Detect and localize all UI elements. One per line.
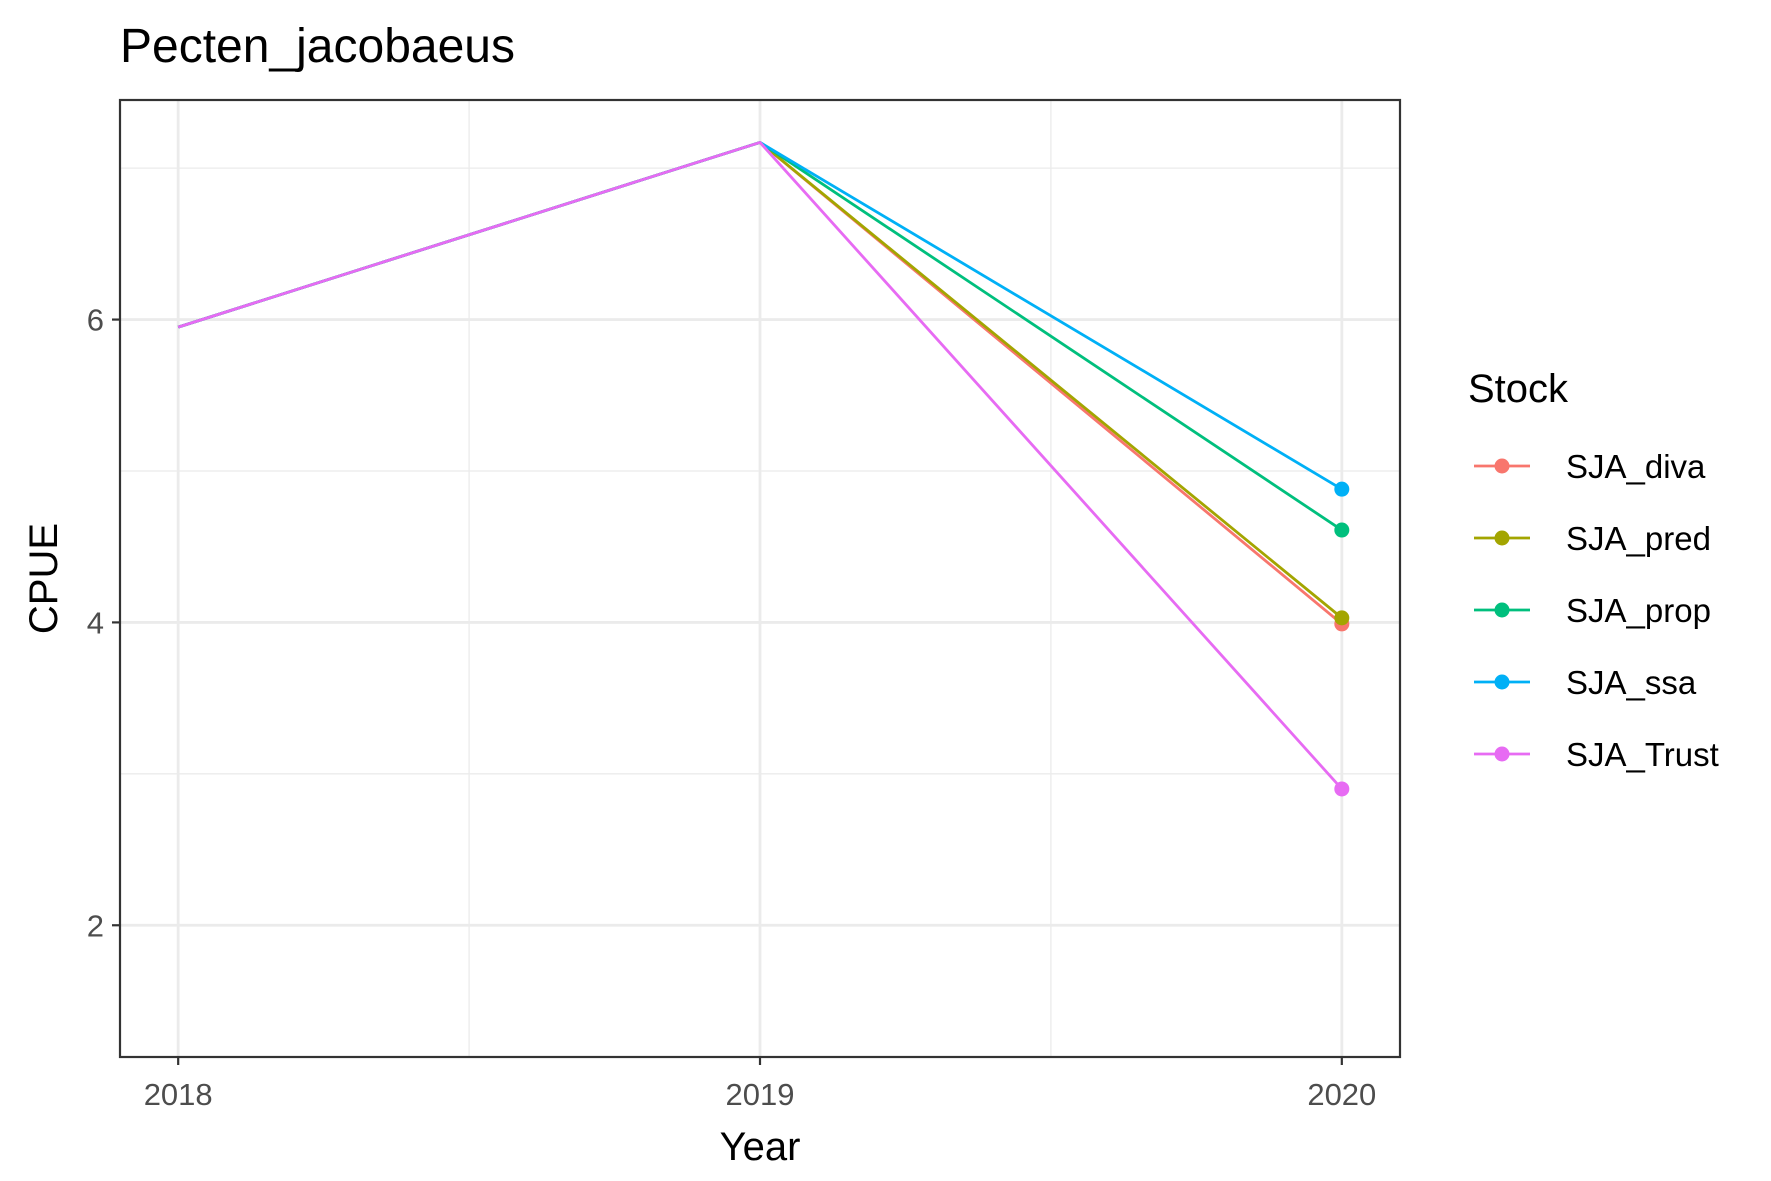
x-tick-label: 2018	[144, 1077, 213, 1112]
series-markers	[1334, 481, 1350, 797]
legend-key-point-SJA_diva	[1494, 458, 1510, 474]
legend-key-point-SJA_ssa	[1494, 674, 1510, 690]
x-tick-label: 2019	[726, 1077, 795, 1112]
chart-title: Pecten_jacobaeus	[120, 20, 515, 73]
data-point-SJA_ssa	[1334, 481, 1350, 497]
data-point-SJA_prop	[1334, 522, 1350, 538]
legend-key-point-SJA_pred	[1494, 530, 1510, 546]
legend-key-point-SJA_Trust	[1494, 746, 1510, 762]
y-axis-title: CPUE	[22, 523, 66, 634]
legend: Stock SJA_diva SJA_pred SJA_prop SJA_ssa SJA…	[1468, 367, 1719, 773]
y-tick-label: 2	[87, 908, 104, 943]
series-line-SJA_Trust	[177, 140, 1343, 790]
x-axis-title: Year	[720, 1125, 801, 1169]
grid	[120, 100, 1400, 1057]
legend-key-point-SJA_prop	[1494, 602, 1510, 618]
series-lines	[177, 140, 1343, 790]
axes: 2018 2019 2020 2 4 6	[87, 303, 1377, 1112]
x-tick-label: 2020	[1307, 1077, 1376, 1112]
legend-label-SJA_ssa: SJA_ssa	[1566, 664, 1697, 701]
y-tick-label: 4	[87, 605, 104, 640]
legend-title: Stock	[1468, 367, 1569, 411]
data-point-SJA_Trust	[1334, 781, 1350, 797]
legend-label-SJA_prop: SJA_prop	[1566, 592, 1711, 629]
legend-label-SJA_Trust: SJA_Trust	[1566, 736, 1719, 773]
legend-label-SJA_pred: SJA_pred	[1566, 520, 1711, 557]
data-point-SJA_pred	[1334, 610, 1350, 626]
y-tick-label: 6	[87, 303, 104, 338]
legend-label-SJA_diva: SJA_diva	[1566, 448, 1706, 485]
